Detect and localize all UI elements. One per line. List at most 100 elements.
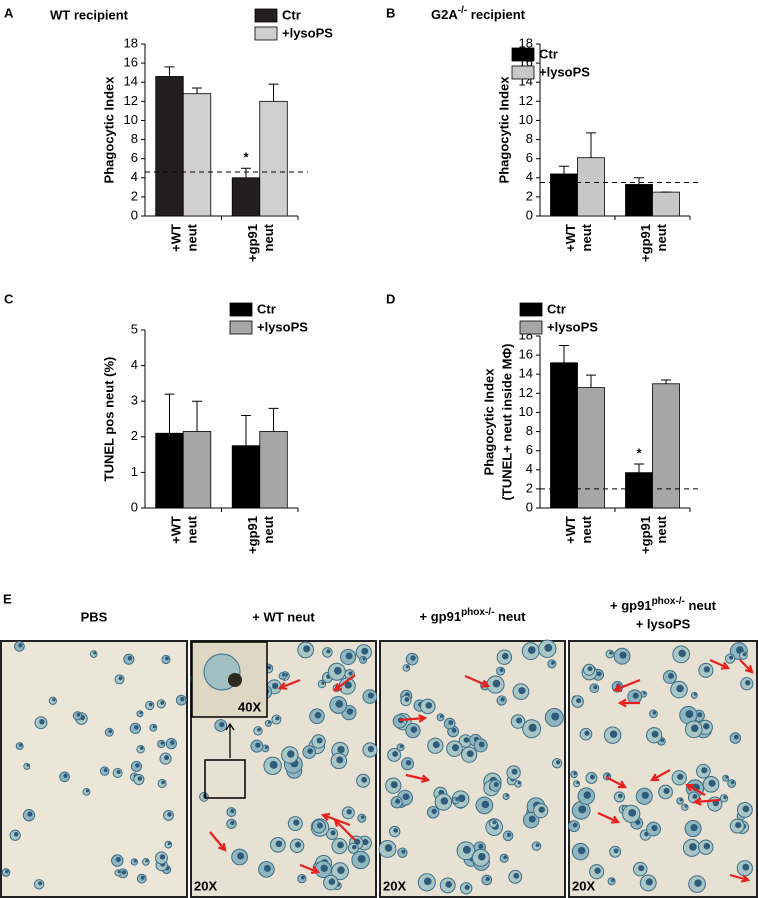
nucleus [478,843,484,849]
nucleus [423,877,432,886]
bar [550,362,578,509]
nucleus [303,645,311,653]
nucleus [307,748,313,754]
nucleus [390,781,398,789]
nucleus [451,744,459,752]
bar [259,100,288,217]
panel-label: E [3,591,12,606]
bar [182,93,212,217]
nucleus [362,657,366,661]
nucleus [346,708,354,715]
nucleus [352,844,357,850]
x-tick-label: neut [654,515,669,543]
y-axis-label: Phagocytic Index [481,368,496,476]
image-title-sup: phox-/- [461,607,494,618]
nucleus [76,712,81,717]
nucleus [448,720,454,725]
y-tick-label: 2 [526,480,533,495]
nucleus [63,773,68,778]
nucleus [367,745,375,753]
nucleus [52,698,56,702]
nucleus [610,878,615,882]
nucleus [628,808,637,817]
bar [625,472,653,509]
nucleus [85,789,89,793]
nucleus [425,702,433,709]
x-tick-label: +WT [563,516,578,544]
nucleus [37,881,43,886]
nucleus [275,716,280,721]
nucleus [677,773,684,780]
nucleus [609,651,613,655]
bar [625,184,653,217]
error-bar [164,393,175,434]
y-tick-label: 12 [124,93,138,108]
nucleus [703,723,710,730]
nucleus [295,841,302,848]
nucleus [19,743,23,747]
y-tick-label: 2 [131,188,138,203]
red-arrow [597,811,621,824]
nucleus [255,742,261,748]
x-tick-label: neut [185,515,200,543]
nucleus [431,808,437,814]
nucleus [159,854,166,860]
nucleus [463,737,470,743]
nucleus [93,651,97,655]
y-tick-label: 6 [131,150,138,165]
y-tick-label: 10 [519,404,533,419]
nucleus [18,643,23,648]
x-tick-label: +WT [169,224,184,252]
nucleus [742,863,750,871]
bar [550,173,578,217]
y-tick-label: 0 [526,207,533,222]
magnification: 20X [572,878,595,893]
nucleus [703,666,711,673]
nucleus [478,741,485,748]
nucleus [402,793,410,801]
x-tick-label: +gp91 [245,224,260,262]
nucleus [742,652,747,657]
nucleus [503,855,507,860]
nucleus [275,840,283,848]
nucleus [103,768,108,773]
nucleus [148,702,153,707]
red-arrow [405,773,431,783]
nucleus [145,859,149,863]
nucleus [576,697,582,704]
nucleus [140,875,145,880]
nucleus [27,811,33,817]
nucleus [451,728,457,733]
magnification: 20X [194,878,217,893]
nucleus [321,681,325,685]
nucleus [337,841,344,849]
nucleus [272,682,279,689]
nucleus [392,751,399,757]
nucleus [538,806,545,813]
nucleus [439,714,444,718]
nucleus [478,852,486,861]
y-tick-label: 14 [124,74,138,89]
nucleus [115,856,121,863]
error-bar [240,414,251,446]
cell [23,762,31,770]
nucleus [337,745,345,754]
nucleus [676,684,684,693]
panel-label: B [386,5,395,20]
x-tick-label: neut [579,223,594,251]
nucleus [492,820,496,825]
bar [155,76,184,217]
cell [502,792,510,801]
nucleus [127,655,133,661]
error-bar [634,463,644,473]
error-bar [192,400,203,432]
nucleus [362,838,369,846]
error-bar [559,165,569,174]
nucleus [410,655,416,661]
nucleus [502,652,509,660]
nucleus [432,741,440,749]
nucleus [678,649,686,658]
nucleus [544,643,553,652]
y-tick-label: 4 [526,461,533,476]
nucleus [139,711,143,715]
